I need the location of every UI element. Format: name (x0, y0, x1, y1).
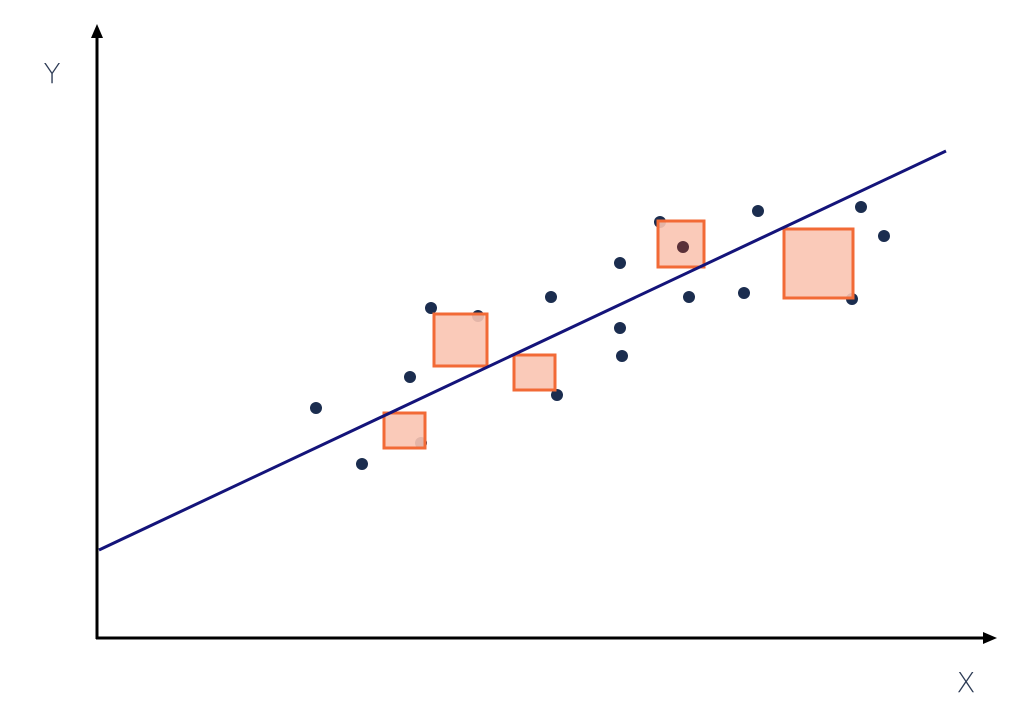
dot (551, 389, 563, 401)
axes (91, 24, 997, 644)
x-axis-arrow (983, 632, 997, 644)
y-axis-arrow (91, 24, 103, 38)
dot (683, 291, 695, 303)
dot (614, 257, 626, 269)
regression-line (98, 149, 947, 552)
dot (404, 371, 416, 383)
x-axis-label: X (956, 666, 975, 699)
dot (356, 458, 368, 470)
dot (752, 205, 764, 217)
residual-square (782, 227, 855, 300)
dot (878, 230, 890, 242)
dot (738, 287, 750, 299)
residual-square (432, 312, 489, 368)
dot (425, 302, 437, 314)
residual-squares (382, 219, 855, 450)
dot (855, 201, 867, 213)
dot (545, 291, 557, 303)
y-axis-label: Y (43, 57, 60, 90)
dot (310, 402, 322, 414)
dot (677, 241, 689, 253)
dot (614, 322, 626, 334)
dot (616, 350, 628, 362)
residual-square (382, 411, 427, 450)
residual-square (512, 353, 557, 392)
